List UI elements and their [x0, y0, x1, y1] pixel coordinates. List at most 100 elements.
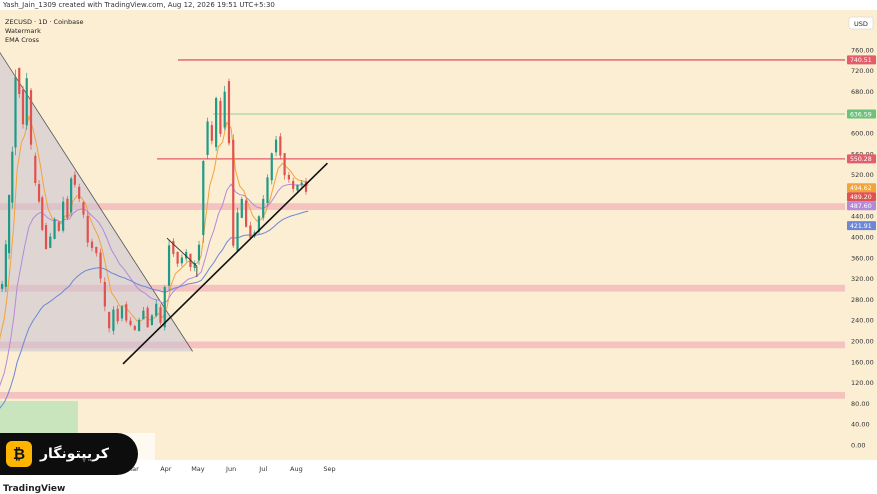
candle-body [206, 121, 209, 155]
y-tick-label: 600.00 [851, 130, 874, 138]
candle-body [78, 186, 81, 199]
candle-body [176, 251, 179, 264]
candle-body [159, 307, 162, 323]
time-axis-background [0, 460, 877, 480]
candle-body [62, 201, 65, 231]
ascending-support-trendline [122, 162, 328, 365]
price-tag-2 [847, 154, 876, 164]
svg-text:USD: USD [854, 20, 868, 28]
candle-body [244, 200, 248, 227]
candle-body [34, 155, 37, 183]
candle-body [150, 315, 154, 325]
chart-frame[interactable]: 0.00 40.00 80.00 120.00 160.00 200.00 240.00 28… [0, 10, 877, 480]
candle-body [116, 308, 119, 322]
x-tick-label: Mar [127, 465, 140, 473]
legend-watermark: Watermark [5, 27, 41, 35]
candle-body [112, 309, 115, 331]
price-tag-text-2: 550.28 [850, 156, 872, 163]
candle-body [29, 90, 33, 145]
candle-body [279, 136, 282, 156]
candle-body [133, 326, 136, 330]
candle-body [4, 244, 7, 287]
candle-body [11, 151, 14, 203]
footer-brand: TradingView [3, 484, 66, 494]
y-tick-label: 400.00 [851, 234, 874, 242]
y-tick-label: 680.00 [851, 88, 874, 96]
candle-body [266, 177, 269, 203]
candle-body [120, 306, 124, 319]
y-tick-label: 160.00 [851, 358, 874, 366]
candle-body [82, 202, 85, 215]
support-zone-1 [0, 284, 845, 292]
candle-body [1, 283, 4, 289]
legend-symbol: ZECUSD · 1D · Coinbase [5, 18, 84, 26]
price-tag-5 [847, 201, 876, 211]
y-tick-label: 360.00 [851, 254, 874, 262]
candle-body [283, 153, 286, 176]
candle-body [108, 312, 111, 329]
price-tag-text-4: 489.20 [850, 194, 872, 201]
candle-body [292, 181, 295, 189]
price-tag-4 [847, 192, 876, 202]
candle-body [185, 251, 188, 259]
y-tick-label: 720.00 [851, 67, 874, 75]
price-tag-3 [847, 183, 876, 193]
candle-body [125, 304, 128, 321]
x-tick-label: Aug [290, 465, 303, 473]
candle-body [257, 216, 261, 232]
candle-body [21, 89, 25, 125]
candle-body [240, 198, 243, 218]
y-tick-label: 440.00 [851, 213, 874, 221]
candle-body [137, 319, 141, 331]
candle-body [37, 184, 41, 202]
y-tick-label: 80.00 [851, 400, 870, 408]
candle-body [70, 178, 73, 213]
bitcoin-icon: ₿ [6, 441, 32, 467]
price-tag-text-1: 636.59 [850, 111, 872, 118]
candle-body [167, 245, 171, 286]
candle-body [99, 252, 102, 279]
support-zone-2 [0, 341, 845, 349]
support-zone-0 [0, 203, 845, 210]
candle-body [18, 68, 21, 94]
candle-body [14, 76, 17, 148]
candle-body [287, 175, 290, 180]
chart-canvas[interactable]: 0.00 40.00 80.00 120.00 160.00 200.00 240.00 28… [0, 10, 877, 480]
candle-body [142, 310, 145, 320]
price-tag-1 [847, 109, 876, 119]
y-tick-label: 520.00 [851, 171, 874, 179]
x-tick-label: May [191, 465, 205, 473]
candle-body [227, 81, 231, 144]
price-tag-text-0: 740.51 [850, 57, 872, 64]
y-tick-label: 200.00 [851, 338, 874, 346]
candle-body [249, 225, 252, 239]
y-tick-label: 120.00 [851, 379, 874, 387]
candle-body [129, 320, 132, 325]
candle-body [210, 125, 213, 141]
candle-body [262, 199, 265, 218]
candle-body [223, 91, 226, 128]
candle-body [53, 219, 56, 239]
candle-body [172, 240, 175, 254]
chart-credit: Yash_Jain_1309 created with TradingView.… [3, 1, 275, 9]
candle-body [146, 307, 149, 328]
price-tag-text-5: 487.60 [850, 203, 872, 210]
ema-fast-line [0, 114, 309, 342]
candle-body [7, 194, 11, 254]
candle-body [103, 281, 106, 307]
candle-body [95, 246, 98, 254]
support-zone-3 [0, 391, 845, 399]
candle-body [304, 181, 308, 192]
y-tick-label: 280.00 [851, 296, 874, 304]
candle-body [270, 153, 273, 181]
x-tick-label: Apr [160, 465, 172, 473]
logo-text: کریپتونگار [40, 446, 110, 462]
candle-body [86, 215, 89, 243]
candle-body [90, 241, 94, 248]
price-tag-text-6: 421.91 [850, 223, 872, 230]
x-tick-label: Jun [225, 465, 236, 473]
y-tick-label: 320.00 [851, 275, 874, 283]
y-tick-label: 760.00 [851, 46, 874, 54]
candle-body [296, 184, 299, 191]
candle-body [193, 263, 196, 268]
